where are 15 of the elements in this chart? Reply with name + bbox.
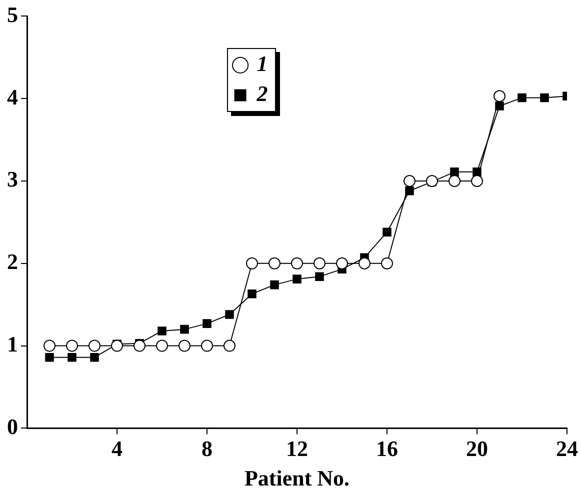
y-tick-label: 0 — [7, 414, 18, 439]
x-tick-label: 8 — [202, 436, 212, 462]
y-tick-label: 4 — [7, 84, 18, 110]
x-tick-label: 12 — [286, 436, 308, 462]
y-tick-label: 2 — [7, 249, 18, 274]
legend-label: 2 — [256, 80, 268, 106]
x-tick-label: 4 — [112, 436, 122, 462]
legend-label: 1 — [256, 50, 268, 76]
x-tick-label: 20 — [466, 436, 488, 462]
y-tick-label: 5 — [7, 2, 18, 27]
y-tick-label: 1 — [7, 331, 18, 356]
x-axis-title: Patient No. — [244, 465, 350, 490]
y-tick-label: 3 — [7, 166, 18, 192]
x-tick-label: 16 — [376, 436, 398, 462]
x-tick-label: 24 — [556, 436, 578, 462]
